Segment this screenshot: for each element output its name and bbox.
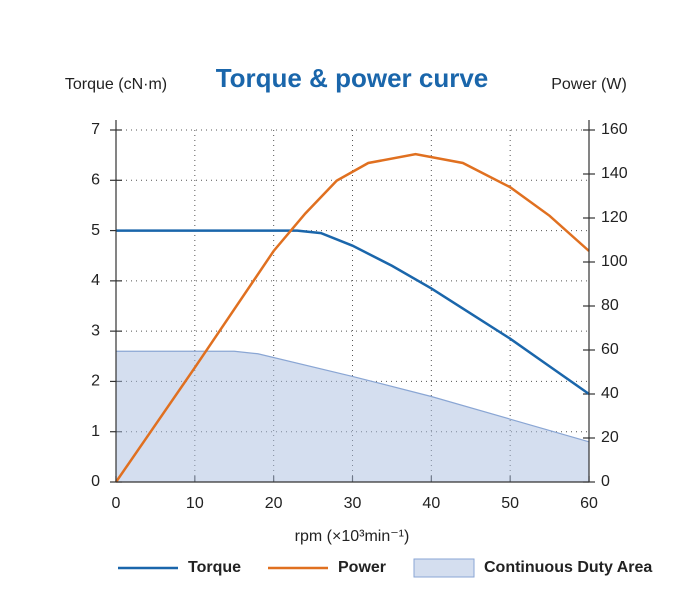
chart-title: Torque & power curve xyxy=(216,63,489,93)
y-tick-label: 2 xyxy=(91,373,100,390)
y-tick-label: 5 xyxy=(91,222,100,239)
x-tick-label: 10 xyxy=(186,495,204,512)
y-tick-label: 7 xyxy=(91,121,100,138)
y2-tick-label: 20 xyxy=(601,429,619,446)
legend-label: Power xyxy=(338,559,386,576)
line xyxy=(114,152,590,483)
y-tick-label: 4 xyxy=(91,272,100,289)
y2-tick-label: 100 xyxy=(601,253,628,270)
y2-tick-label: 40 xyxy=(601,385,619,402)
y-tick-label: 6 xyxy=(91,172,100,189)
y2-tick-label: 160 xyxy=(601,121,628,138)
legend-label: Torque xyxy=(188,559,241,576)
x-tick-label: 20 xyxy=(265,495,283,512)
x-tick-label: 0 xyxy=(112,495,121,512)
area-edge xyxy=(116,350,590,443)
x-tick-label: 40 xyxy=(422,495,440,512)
y-tick-label: 3 xyxy=(91,322,100,339)
x-axis-label: rpm (×10³min⁻¹) xyxy=(295,528,410,545)
x-tick-label: 60 xyxy=(580,495,598,512)
y2-tick-label: 80 xyxy=(601,297,619,314)
y2-tick-label: 60 xyxy=(601,341,619,358)
x-tick-label: 30 xyxy=(344,495,362,512)
y2-tick-label: 140 xyxy=(601,165,628,182)
x-tick-label: 50 xyxy=(501,495,519,512)
line xyxy=(116,229,590,396)
area xyxy=(116,351,589,482)
y-tick-label: 0 xyxy=(91,473,100,490)
y2-tick-label: 0 xyxy=(601,473,610,490)
y-axis-label: Torque (cN·m) xyxy=(65,76,167,93)
legend-label: Continuous Duty Area xyxy=(484,559,652,576)
y2-tick-label: 120 xyxy=(601,209,628,226)
legend-swatch xyxy=(413,558,475,578)
y-tick-label: 1 xyxy=(91,423,100,440)
y2-axis-label: Power (W) xyxy=(551,76,627,93)
